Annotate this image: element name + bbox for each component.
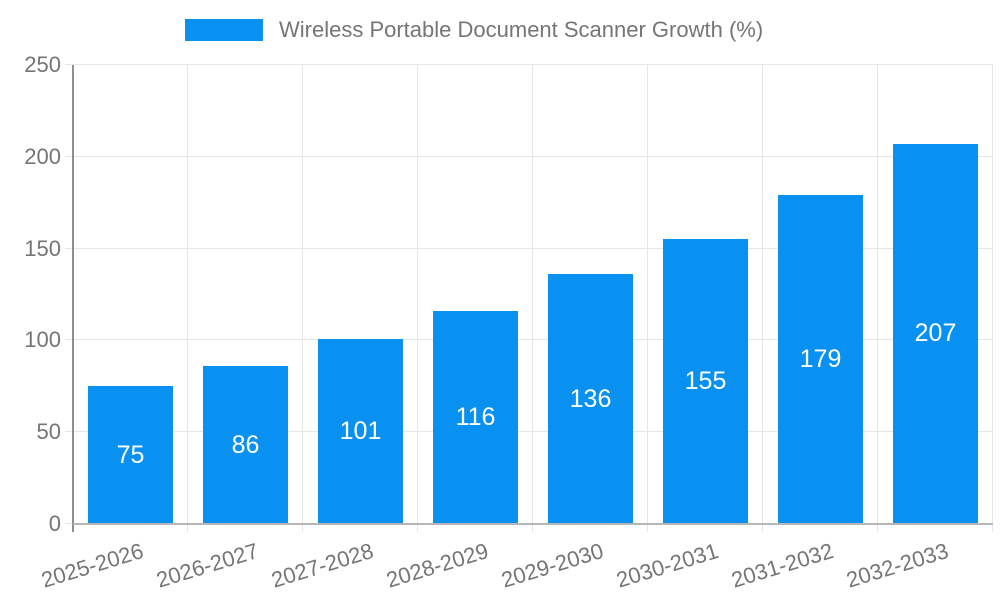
bar[interactable]: 75 <box>88 386 173 524</box>
x-tick-label: 2027-2028 <box>267 538 376 593</box>
y-tick-label: 150 <box>0 235 61 261</box>
bar[interactable]: 101 <box>318 338 403 524</box>
y-axis-line <box>72 65 74 532</box>
y-tick-label-text: 200 <box>24 143 61 169</box>
bar-value-label: 75 <box>116 440 145 469</box>
gridline-vertical <box>877 65 878 532</box>
gridline-vertical <box>532 65 533 532</box>
x-tick-label: 2029-2030 <box>497 538 606 593</box>
gridline-vertical <box>187 65 188 532</box>
gridline-vertical <box>647 65 648 532</box>
bar-value-label: 136 <box>569 384 612 413</box>
bar[interactable]: 155 <box>663 239 748 524</box>
bar-value-label: 207 <box>914 319 957 348</box>
gridline-horizontal <box>73 339 993 341</box>
x-tick-label: 2025-2026 <box>37 538 146 593</box>
y-tick-label: 100 <box>0 328 61 352</box>
x-tick-label: 2030-2031 <box>612 538 721 593</box>
y-tick-label-text: 100 <box>24 327 61 353</box>
x-tick-label: 2031-2032 <box>727 538 836 593</box>
bar-value-label: 155 <box>684 367 727 396</box>
gridline-horizontal <box>73 64 993 65</box>
y-axis-tick <box>65 247 73 249</box>
bar-value-label: 101 <box>339 416 382 445</box>
bar[interactable]: 116 <box>433 311 518 524</box>
bar[interactable]: 136 <box>548 274 633 524</box>
y-tick-label-text: 50 <box>36 419 61 445</box>
x-tick-label: 2032-2033 <box>842 538 951 593</box>
y-axis-tick <box>65 64 73 65</box>
y-axis-tick <box>65 431 73 433</box>
y-tick-label: 250 <box>0 53 61 77</box>
y-tick-label-text: 0 <box>48 511 61 536</box>
legend-swatch <box>185 19 263 41</box>
y-axis-tick <box>65 339 73 341</box>
y-tick-label: 200 <box>0 143 61 169</box>
x-tick-label: 2026-2027 <box>152 538 261 593</box>
gridline-vertical <box>992 65 993 532</box>
bar-value-label: 179 <box>799 345 842 374</box>
y-tick-label-text: 250 <box>24 52 61 77</box>
bar[interactable]: 207 <box>893 143 978 524</box>
y-tick-label: 0 <box>0 512 61 536</box>
y-tick-label-text: 150 <box>24 235 61 261</box>
gridline-vertical <box>762 65 763 532</box>
gridline-horizontal <box>73 431 993 433</box>
gridline-horizontal <box>73 247 993 249</box>
bar[interactable]: 179 <box>778 195 863 524</box>
bar-value-label: 116 <box>455 403 496 431</box>
legend-label: Wireless Portable Document Scanner Growt… <box>279 17 764 42</box>
y-axis-tick <box>65 155 73 157</box>
gridline-vertical <box>302 65 303 532</box>
x-axis-line <box>73 523 993 525</box>
y-tick-label: 50 <box>0 420 61 444</box>
bar[interactable]: 86 <box>203 366 288 524</box>
x-tick-label: 2028-2029 <box>382 538 491 593</box>
bar-value-label: 86 <box>231 430 260 459</box>
y-axis-tick <box>65 523 73 524</box>
gridline-horizontal <box>73 155 993 157</box>
gridline-vertical <box>417 65 418 532</box>
legend: Wireless Portable Document Scanner Growt… <box>185 17 763 43</box>
